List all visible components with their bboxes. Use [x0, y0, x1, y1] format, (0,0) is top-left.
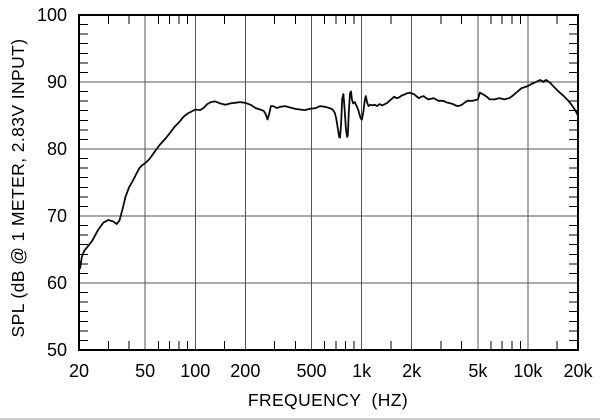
x-tick-label: 10k	[513, 361, 543, 381]
y-axis-title: SPL (dB @ 1 METER, 2.83V INPUT)	[8, 39, 28, 338]
y-tick-label: 50	[47, 340, 67, 360]
image-bottom-edge	[0, 418, 600, 420]
y-tick-label: 70	[47, 206, 67, 226]
x-tick-label: 20	[69, 361, 89, 381]
y-tick-label: 80	[47, 139, 67, 159]
y-tick-label: 90	[47, 72, 67, 92]
gridlines	[79, 15, 578, 350]
x-tick-label: 100	[180, 361, 210, 381]
x-axis-title: FREQUENCY (HZ)	[248, 390, 408, 410]
y-tick-label: 100	[37, 5, 67, 25]
x-tick-label: 200	[230, 361, 260, 381]
response-curve	[78, 79, 579, 270]
x-tick-label: 1k	[352, 361, 372, 381]
plot-frame	[78, 14, 579, 351]
x-tick-label: 2k	[402, 361, 422, 381]
x-tick-label: 500	[297, 361, 327, 381]
x-tick-label: 20k	[563, 361, 593, 381]
x-tick-label: 50	[135, 361, 155, 381]
x-tick-label: 5k	[468, 361, 488, 381]
frame-rect	[78, 14, 579, 351]
y-tick-label: 60	[47, 273, 67, 293]
spl-curve	[78, 79, 579, 270]
axis-minor-ticks	[80, 16, 577, 349]
